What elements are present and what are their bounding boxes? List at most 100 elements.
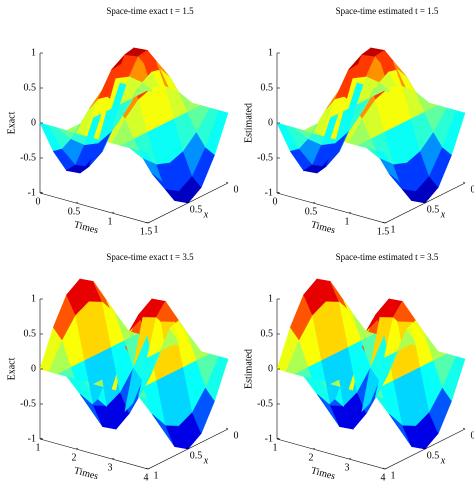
z-tick-label: 0.5 [24,328,37,339]
x-tick-label: 1 [154,470,159,481]
t-tick-label: 3 [345,462,350,473]
t-tick-label: 2 [72,452,77,463]
z-tick-label: -1 [265,187,273,198]
panel-title: Space-time estimated t = 3.5 [336,252,439,262]
t-tick-label: 1 [345,216,350,227]
x-axis-label: x [203,209,209,220]
z-tick-label: 0.5 [261,328,274,339]
z-tick-label: 0 [31,363,36,374]
t-tick [312,447,316,450]
x-axis-label: x [203,455,209,466]
t-axis-label: Times [73,465,100,482]
t-tick-label: 1 [273,442,278,453]
t-tick [39,437,43,440]
x-tick-label: 0 [471,184,474,195]
t-tick-label: 0 [36,196,41,207]
z-tick-label: 1 [31,47,36,58]
t-tick-label: 1 [108,216,113,227]
panel: Space-time exact t = 1.5 -1 -0.5 0 0.5 1 0 0.5 1… [6,6,238,237]
z-axis-label: Exact [6,357,17,380]
t-axis-label: Times [310,219,337,236]
z-axis-label: Estimated [243,349,254,389]
z-tick-label: -1 [265,433,273,444]
t-axis-label: Times [310,465,337,482]
t-tick [384,221,388,224]
z-tick-label: -0.5 [20,398,36,409]
z-tick-label: -0.5 [257,398,273,409]
surface-patch [205,356,229,402]
t-tick [75,201,79,204]
t-tick [39,191,43,194]
z-tick-label: 0 [31,117,36,128]
x-tick [382,467,386,470]
z-tick-label: -1 [28,187,36,198]
t-tick-label: 2 [309,452,314,463]
t-tick [75,447,79,450]
t-tick-label: 0.5 [68,206,81,217]
x-tick [422,201,426,204]
z-tick-label: -0.5 [20,152,36,163]
x-tick [462,427,466,430]
z-tick-label: 0 [268,363,273,374]
t-tick-label: 0 [273,196,278,207]
z-tick-label: 0 [268,117,273,128]
z-tick-label: -1 [28,433,36,444]
x-tick [145,467,149,470]
panel-title: Space-time exact t = 1.5 [106,6,194,16]
panel-title: Space-time exact t = 3.5 [106,252,194,262]
t-tick-label: 3 [108,462,113,473]
t-tick-label: 1 [36,442,41,453]
x-tick-label: 0.5 [190,450,203,461]
panel: Space-time exact t = 3.5 -1 -0.5 0 0.5 1 1 2 3 4 0… [6,252,238,483]
z-axis-label: Exact [6,111,17,134]
x-tick-label: 0.5 [190,204,203,215]
x-tick-label: 0 [471,430,474,441]
x-tick [225,181,229,184]
z-tick-label: 1 [31,293,36,304]
x-axis-label: x [440,455,446,466]
t-tick [276,191,280,194]
x-tick [462,181,466,184]
x-tick [145,221,149,224]
surface-patch [442,356,466,402]
t-tick [147,221,151,224]
x-tick-label: 0.5 [427,204,440,215]
x-tick [185,447,189,450]
surface-patch [442,110,466,156]
x-tick-label: 0 [234,430,239,441]
z-tick-label: -0.5 [257,152,273,163]
panel: Space-time estimated t = 1.5 -1 -0.5 0 0.5 1 0… [243,6,474,237]
z-tick-label: 0.5 [24,82,37,93]
t-tick [384,467,388,470]
panel: Space-time estimated t = 3.5 -1 -0.5 0 0.5 1 1… [243,252,474,483]
t-tick [348,457,352,460]
x-tick-label: 1 [154,224,159,235]
x-tick [225,427,229,430]
z-axis-label: Estimated [243,103,254,143]
x-axis-label: x [440,209,446,220]
t-tick [147,467,151,470]
z-tick-label: 0.5 [261,82,274,93]
surface-patch [205,110,229,156]
t-tick-label: 4 [381,472,386,483]
x-tick [185,201,189,204]
x-tick [382,221,386,224]
t-tick [276,437,280,440]
t-axis-label: Times [73,219,100,236]
z-tick-label: 1 [268,47,273,58]
t-tick [348,211,352,214]
panel-title: Space-time estimated t = 1.5 [336,6,439,16]
x-tick-label: 1 [391,470,396,481]
x-tick-label: 0.5 [427,450,440,461]
t-tick-label: 1.5 [140,226,153,237]
x-tick-label: 0 [234,184,239,195]
t-tick-label: 4 [144,472,149,483]
t-tick [111,457,115,460]
x-tick-label: 1 [391,224,396,235]
t-tick-label: 0.5 [305,206,318,217]
t-tick [111,211,115,214]
t-tick [312,201,316,204]
z-tick-label: 1 [268,293,273,304]
t-tick-label: 1.5 [377,226,390,237]
